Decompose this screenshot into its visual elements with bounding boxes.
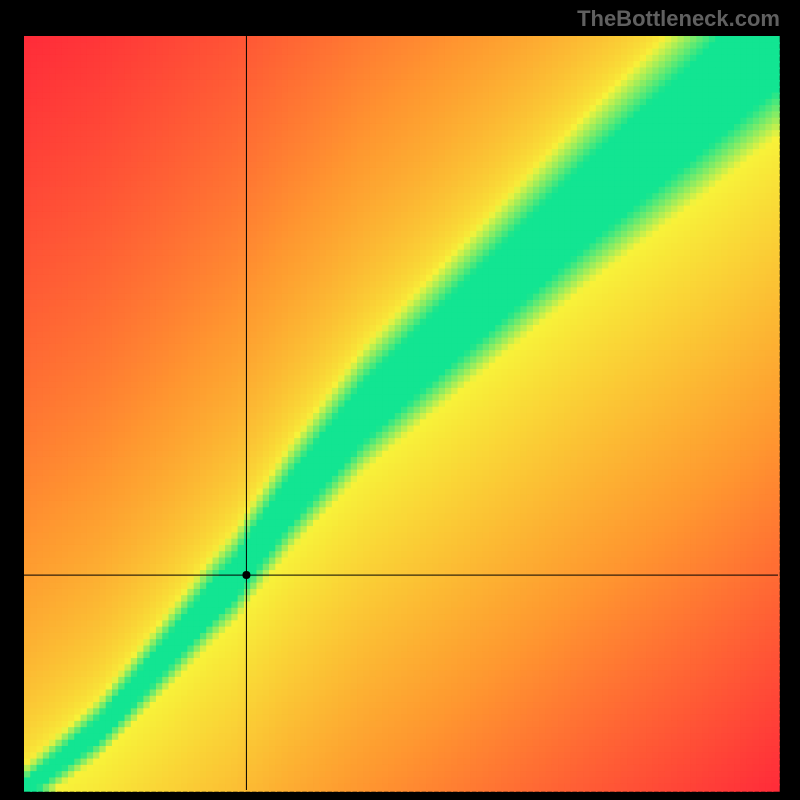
chart-container: TheBottleneck.com — [0, 0, 800, 800]
watermark: TheBottleneck.com — [577, 6, 780, 32]
bottleneck-heatmap — [0, 0, 800, 800]
